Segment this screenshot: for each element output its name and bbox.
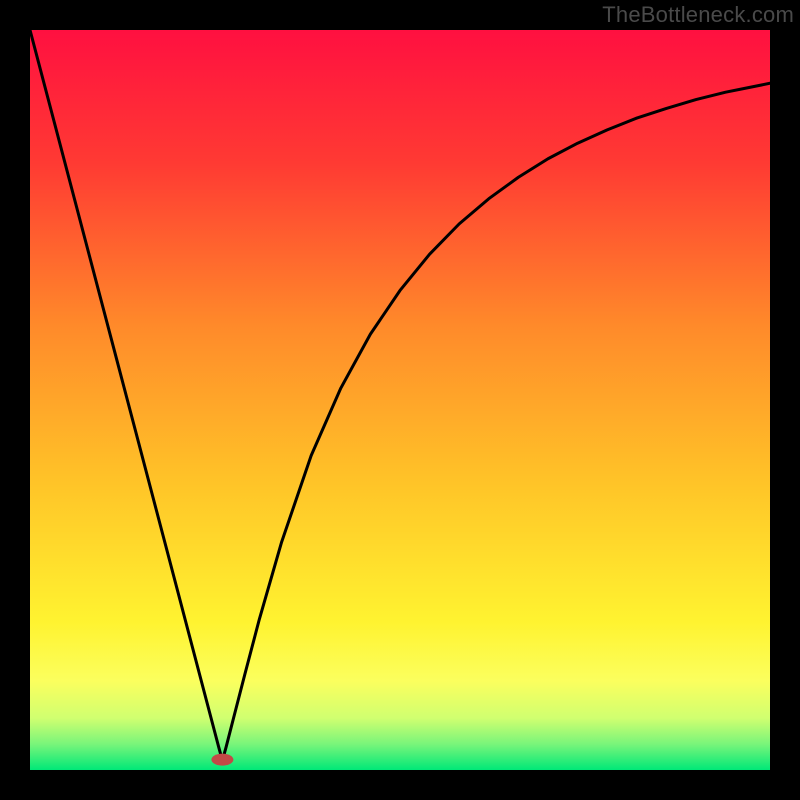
chart-container: TheBottleneck.com — [0, 0, 800, 800]
plot-area — [30, 30, 770, 770]
optimal-marker — [211, 754, 233, 766]
watermark-text: TheBottleneck.com — [602, 2, 794, 28]
gradient-background — [30, 30, 770, 770]
